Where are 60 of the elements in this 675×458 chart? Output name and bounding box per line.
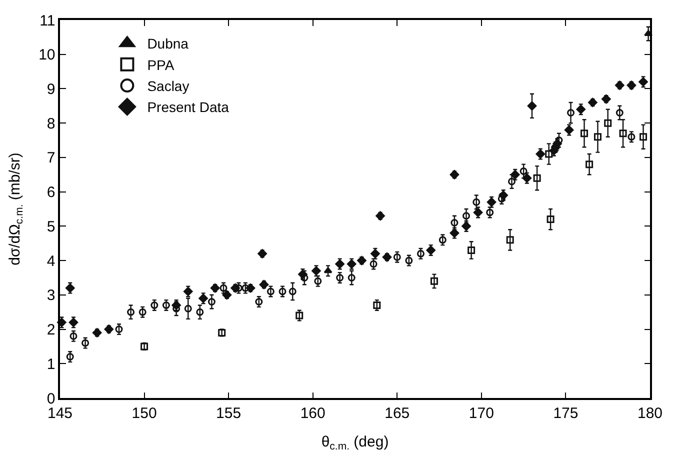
point	[594, 133, 602, 141]
point	[506, 236, 514, 244]
point	[288, 288, 296, 296]
x-tick-label: 150	[132, 404, 157, 422]
point	[520, 167, 528, 175]
point	[468, 246, 476, 254]
point	[619, 130, 627, 138]
point	[586, 160, 594, 168]
point	[208, 298, 216, 306]
y-tick-label: 3	[46, 287, 56, 304]
point	[127, 308, 135, 316]
point	[430, 277, 438, 285]
point	[567, 109, 575, 117]
x-tick-label: 175	[553, 404, 578, 422]
point	[472, 198, 480, 206]
legend-label: PPA	[147, 56, 175, 73]
x-tick-label: 165	[384, 404, 410, 422]
point	[533, 174, 541, 182]
point	[580, 130, 588, 138]
y-tick-label: 8	[46, 115, 56, 132]
point	[576, 104, 586, 114]
y-tick-label: 4	[46, 252, 56, 270]
point	[508, 178, 516, 186]
point	[616, 109, 624, 117]
x-tick-label: 160	[300, 404, 326, 422]
y-tick-label: 0	[46, 390, 56, 408]
y-tick-label: 10	[38, 46, 56, 64]
point	[324, 267, 332, 274]
point	[510, 170, 520, 180]
point	[196, 308, 204, 316]
legend-label: Dubna	[147, 36, 189, 52]
point	[640, 133, 648, 141]
point	[462, 212, 470, 220]
point	[184, 304, 192, 312]
point	[104, 324, 114, 334]
x-tick-label: 170	[468, 404, 494, 422]
point	[183, 286, 193, 296]
point	[92, 328, 102, 338]
point	[527, 101, 537, 111]
y-tick-label: 9	[46, 80, 56, 98]
y-tick-label: 7	[46, 150, 56, 167]
point	[346, 259, 356, 269]
y-tick-label: 5	[46, 218, 56, 236]
point	[546, 216, 554, 224]
legend-label: Saclay	[147, 78, 190, 94]
point	[450, 219, 458, 226]
point	[545, 150, 553, 158]
point	[65, 283, 75, 293]
y-tick-label: 6	[46, 184, 56, 202]
point	[426, 246, 436, 255]
x-tick-label: 155	[216, 404, 242, 422]
y-tick-label: 2	[46, 322, 56, 339]
x-tick-label: 145	[47, 404, 73, 422]
point	[604, 119, 612, 127]
point	[348, 274, 356, 282]
legend-label: Present Data	[147, 99, 230, 116]
y-tick-label: 1	[46, 356, 56, 373]
x-tick-label: 180	[637, 404, 663, 422]
y-tick-label: 11	[40, 12, 56, 30]
x-axis-title: θ$_{c.m.}$ (deg)	[321, 433, 389, 452]
